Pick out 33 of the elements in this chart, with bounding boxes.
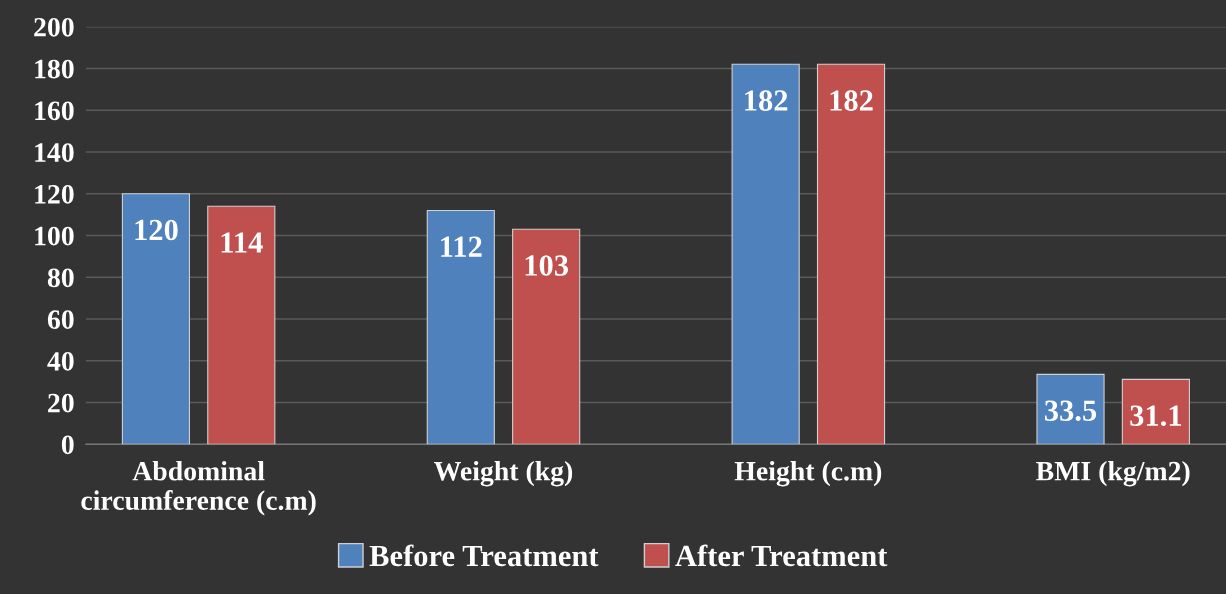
y-tick-label: 120 — [35, 184, 74, 204]
y-tick-label: 0 — [61, 435, 74, 455]
y-tick-label: 140 — [35, 143, 74, 162]
bar — [816, 63, 886, 445]
data-label: 182 — [745, 90, 788, 111]
data-label: 120 — [135, 219, 178, 241]
y-tick-label: 80 — [47, 268, 74, 288]
data-label: 103 — [525, 255, 569, 276]
y-tick-label: 20 — [48, 393, 74, 413]
y-tick-label: 180 — [35, 59, 74, 79]
bar — [1121, 378, 1190, 445]
bar — [1036, 373, 1105, 445]
x-tick-label: Weight (kg) — [434, 460, 573, 487]
y-tick-label: 100 — [35, 226, 74, 246]
bar — [426, 209, 495, 445]
bar — [512, 228, 581, 445]
y-tick-label: 200 — [34, 17, 74, 37]
data-label: 114 — [221, 232, 263, 253]
y-tick-label: 60 — [47, 310, 74, 329]
data-label: 31.1 — [1130, 405, 1182, 427]
data-label: 182 — [830, 90, 873, 111]
x-tick-label: Abdominal circumference (c.m) — [81, 460, 316, 516]
data-label: 112 — [441, 236, 482, 257]
y-tick-label: 40 — [47, 351, 74, 371]
bar — [207, 205, 276, 445]
x-tick-label: Height (c.m) — [734, 460, 882, 487]
bar — [731, 63, 800, 445]
legend-label: After Treatment — [675, 544, 888, 567]
bar — [121, 193, 191, 445]
x-tick-label: BMI (kg/m2) — [1036, 460, 1190, 487]
y-tick-label: 160 — [35, 101, 74, 121]
data-label: 33.5 — [1044, 400, 1097, 422]
legend-label: Before Treatment — [369, 544, 599, 567]
